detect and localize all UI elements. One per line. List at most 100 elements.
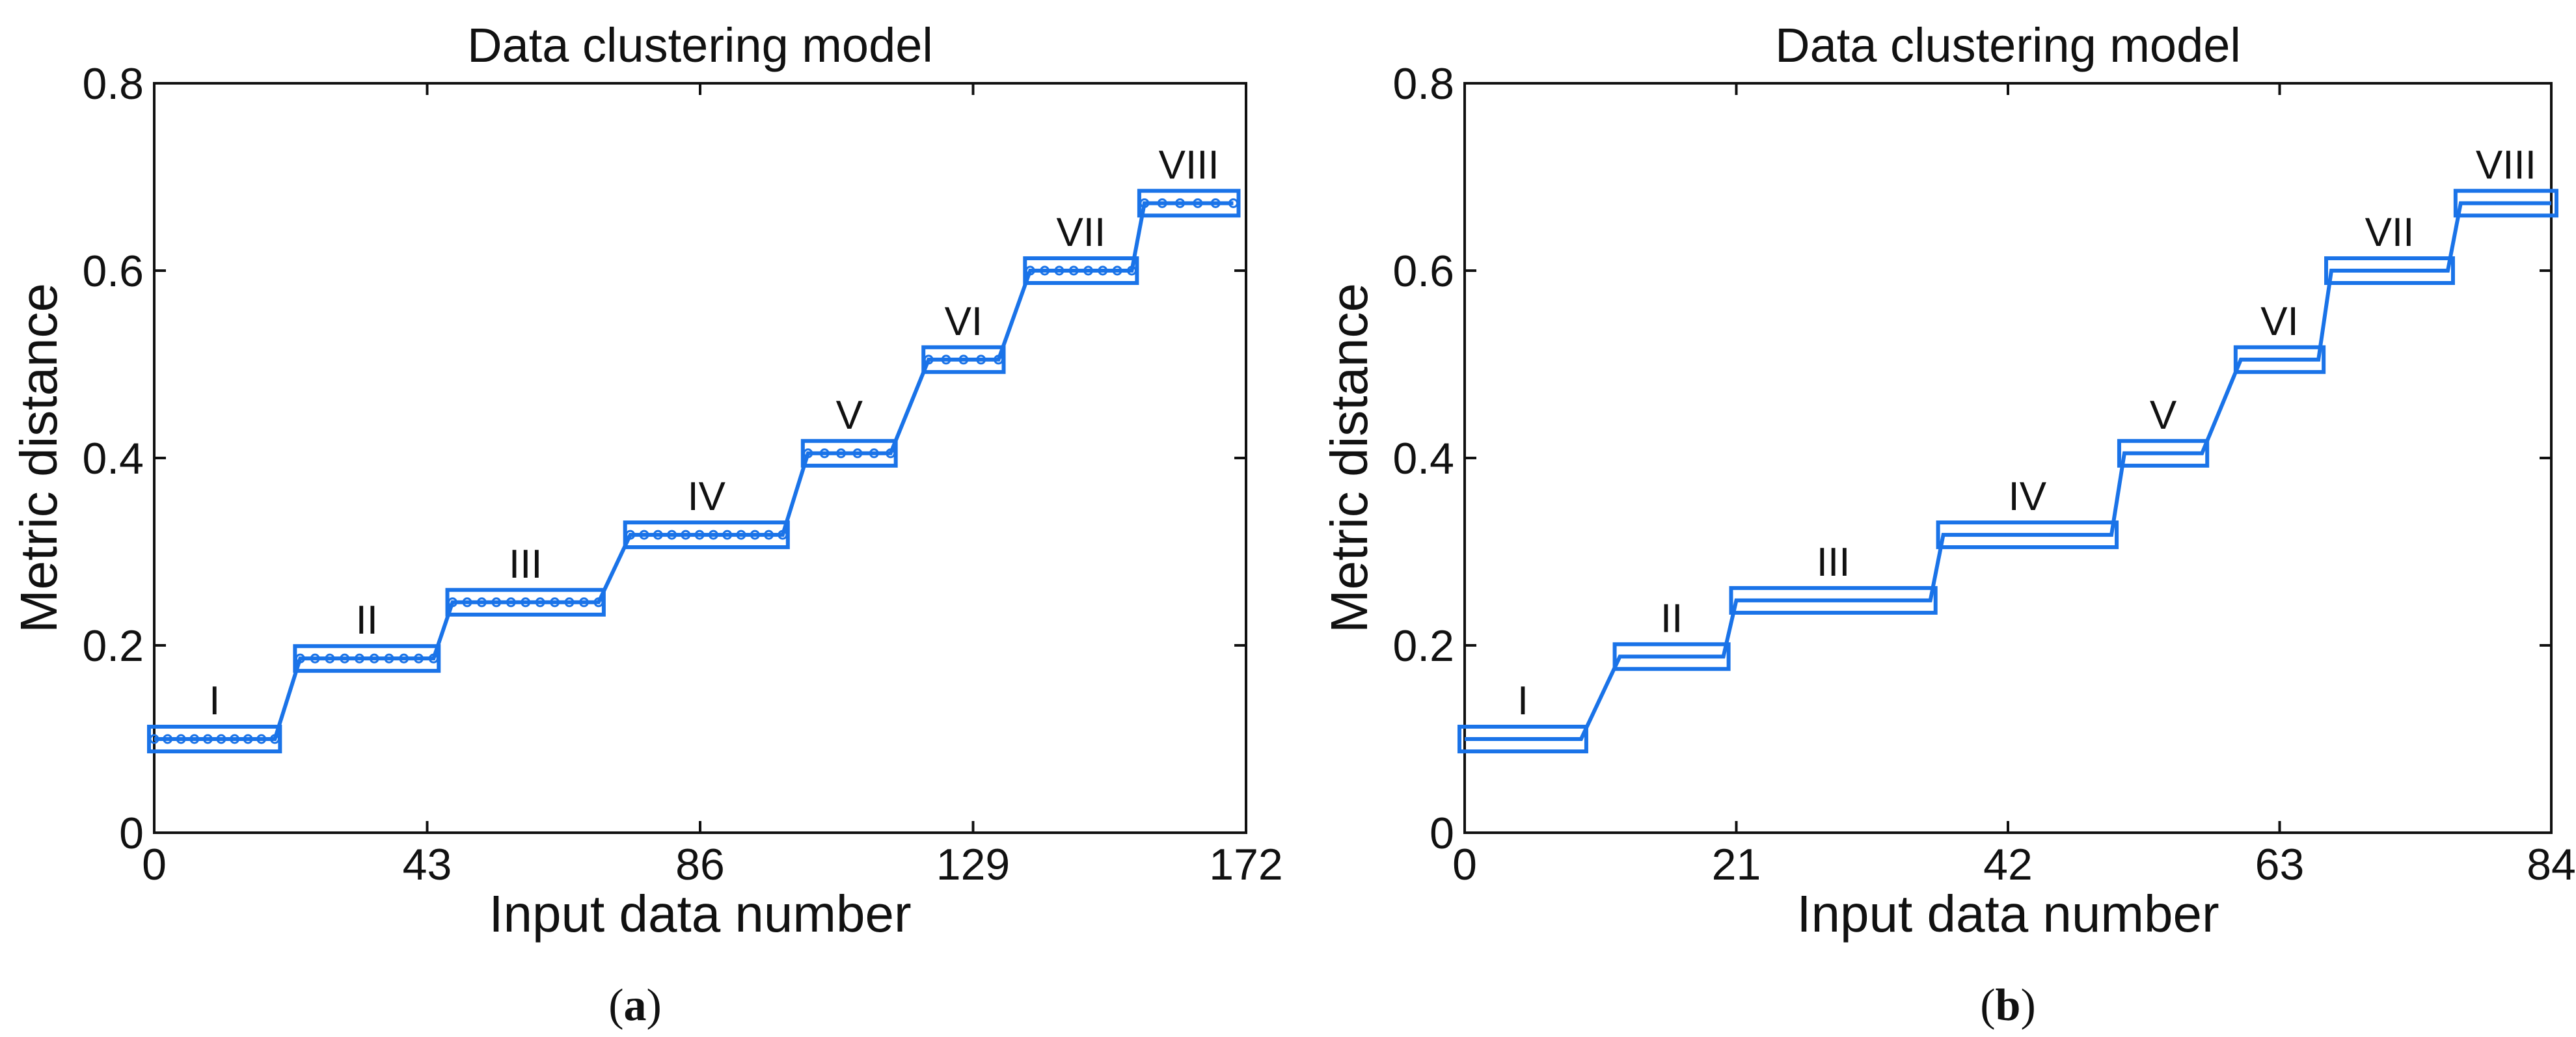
data-point (1228, 198, 1238, 208)
data-point (413, 653, 424, 664)
cluster-label: VIII (1159, 142, 1219, 187)
cluster-box (1137, 189, 1241, 218)
x-axis-label: Input data number (1796, 885, 2219, 943)
data-point (189, 734, 200, 744)
data-point (1157, 198, 1167, 208)
y-tick-label: 0.4 (1392, 434, 1454, 483)
cluster-box (293, 644, 441, 673)
data-point (1112, 265, 1122, 276)
data-point (593, 597, 604, 608)
data-point (1139, 198, 1150, 208)
cluster-box (1729, 586, 1938, 615)
data-point (340, 653, 350, 664)
x-tick-label: 0 (142, 840, 167, 889)
figure-caption: (b) (1980, 980, 2036, 1030)
cluster-box (800, 438, 898, 468)
x-tick-label: 172 (1209, 840, 1282, 889)
data-point (476, 597, 487, 608)
data-point (428, 653, 439, 664)
cluster-vi: VI (921, 299, 1006, 374)
y-tick-label: 0.4 (82, 434, 144, 483)
chart-title: Data clustering model (1775, 18, 2241, 72)
data-point (852, 448, 863, 459)
cluster-vi: VI (2233, 299, 2326, 374)
data-point (819, 448, 830, 459)
cluster-box (445, 587, 606, 617)
data-point (836, 448, 847, 459)
cluster-box (1612, 642, 1731, 671)
data-point (354, 653, 364, 664)
cluster-label: IV (2009, 474, 2047, 519)
data-point (149, 734, 159, 744)
cluster-label: VI (2260, 299, 2299, 344)
data-point (256, 734, 267, 744)
cluster-label: VII (2365, 210, 2415, 255)
cluster-ii: II (1612, 596, 1731, 671)
chart-a: Data clustering model 0 43 86 129 172 0 0.2 0.4 0… (10, 18, 1283, 1030)
cluster-v: V (2117, 393, 2210, 468)
cluster-iv: IV (1936, 474, 2119, 550)
cluster-label: III (1817, 540, 1851, 585)
data-point (564, 597, 575, 608)
series-line (154, 201, 1234, 741)
y-tick-label: 0.2 (82, 621, 144, 671)
plot-frame (1463, 82, 2553, 834)
data-point (1068, 265, 1079, 276)
cluster-label: VII (1056, 210, 1105, 255)
y-tick-label: 0.8 (1392, 59, 1454, 109)
cluster-label: IV (687, 474, 725, 519)
cluster-box (2233, 345, 2326, 374)
cluster-v: V (800, 393, 898, 468)
x-tick-label: 42 (1983, 840, 2033, 889)
x-tick-label: 129 (936, 840, 1010, 889)
y-tick-label: 0 (1430, 809, 1454, 858)
data-point (535, 597, 545, 608)
cluster-viii: VIII (2453, 142, 2558, 218)
cluster-vii: VII (2324, 210, 2455, 285)
cluster-iii: III (1729, 540, 1938, 615)
chart-title: Data clustering model (467, 18, 933, 72)
data-point (384, 653, 394, 664)
data-point (778, 530, 788, 540)
data-point (202, 734, 213, 744)
data-point (176, 734, 186, 744)
data-point (163, 734, 173, 744)
x-tick-label: 0 (1452, 840, 1477, 889)
x-tick-label: 84 (2527, 840, 2576, 889)
data-point (958, 355, 969, 365)
y-tick-label: 0.2 (1392, 621, 1454, 671)
data-point (310, 653, 320, 664)
cluster-label: VIII (2476, 142, 2536, 187)
x-tick-label: 86 (675, 840, 725, 889)
data-point (639, 530, 649, 540)
data-point (681, 530, 691, 540)
data-point (923, 355, 934, 365)
cluster-i: I (147, 679, 282, 753)
y-tick-label: 0.6 (1392, 247, 1454, 296)
x-tick-label: 43 (403, 840, 452, 889)
data-point (243, 734, 253, 744)
y-axis-label: Metric distance (1320, 283, 1378, 633)
cluster-box (1936, 520, 2119, 550)
data-point (1054, 265, 1064, 276)
data-point (667, 530, 677, 540)
cluster-label: I (209, 679, 220, 723)
cluster-box (2324, 256, 2455, 285)
data-point (750, 530, 760, 540)
data-point (462, 597, 472, 608)
cluster-ii: II (293, 598, 441, 673)
data-point (1175, 198, 1186, 208)
data-point (1025, 265, 1035, 276)
data-point (625, 530, 636, 540)
x-tick-label: 63 (2255, 840, 2305, 889)
data-point (1040, 265, 1050, 276)
data-point (1210, 198, 1221, 208)
data-point (803, 448, 813, 459)
caption-letter: b (1996, 980, 2021, 1030)
cluster-label: VI (945, 299, 983, 344)
x-tick-label: 21 (1712, 840, 1761, 889)
data-point (994, 355, 1004, 365)
data-point (941, 355, 951, 365)
figure-caption: (a) (608, 980, 662, 1030)
